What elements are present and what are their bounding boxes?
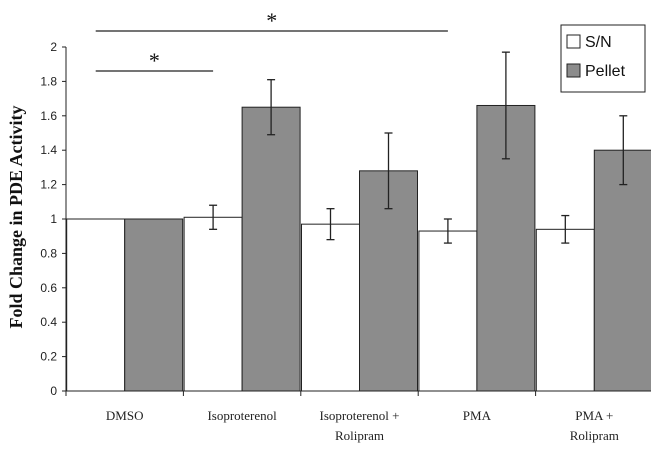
significance-annotations: ** <box>95 8 448 73</box>
y-tick-label: 1.8 <box>40 74 57 88</box>
x-tick-label: Rolipram <box>335 428 384 443</box>
legend-swatch-pellet <box>566 63 581 78</box>
x-tick-label: PMA + <box>575 408 613 423</box>
x-tick-label: Isoproterenol <box>207 408 277 423</box>
bar-s-n-0 <box>66 218 126 392</box>
y-tick-labels: 0 0.2 0.4 0.6 0.8 1 1.2 1.4 1.6 1.8 2 <box>40 40 57 398</box>
legend-swatch-s-n <box>566 34 581 49</box>
y-tick-label: 2 <box>50 40 57 54</box>
x-tick-label: Rolipram <box>570 428 619 443</box>
legend: S/N Pellet <box>560 24 646 93</box>
y-tick-label: 1.4 <box>40 143 57 157</box>
y-tick-label: 1.6 <box>40 109 57 123</box>
y-tick-label: 1.2 <box>40 178 57 192</box>
bars <box>66 104 651 392</box>
y-tick-label: 0.6 <box>40 281 57 295</box>
bar-s-n-4 <box>535 228 595 392</box>
significance-star: * <box>149 48 160 73</box>
legend-label: S/N <box>585 34 612 51</box>
y-tick-label: 0.2 <box>40 350 57 364</box>
legend-label: Pellet <box>585 63 626 80</box>
y-tick-label: 0 <box>50 384 57 398</box>
x-tick-label: PMA <box>463 408 492 423</box>
x-tick-label: DMSO <box>106 408 144 423</box>
bar-pellet-4 <box>593 149 651 392</box>
error-bars <box>209 51 628 244</box>
bar-s-n-1 <box>183 216 243 392</box>
bar-s-n-3 <box>418 230 478 392</box>
significance-star: * <box>266 8 277 33</box>
y-tick-label: 0.8 <box>40 246 57 260</box>
bar-s-n-2 <box>301 223 360 392</box>
y-tick-label: 0.4 <box>40 315 57 329</box>
x-tick-label: Isoproterenol + <box>320 408 400 423</box>
y-tick-label: 1 <box>50 212 57 226</box>
x-tick-labels: DMSO Isoproterenol Isoproterenol + Rolipram… <box>106 408 619 443</box>
bar-pellet-0 <box>124 218 184 392</box>
y-axis-label: Fold Change in PDE Activity <box>6 105 26 328</box>
bar-pellet-1 <box>241 106 301 392</box>
